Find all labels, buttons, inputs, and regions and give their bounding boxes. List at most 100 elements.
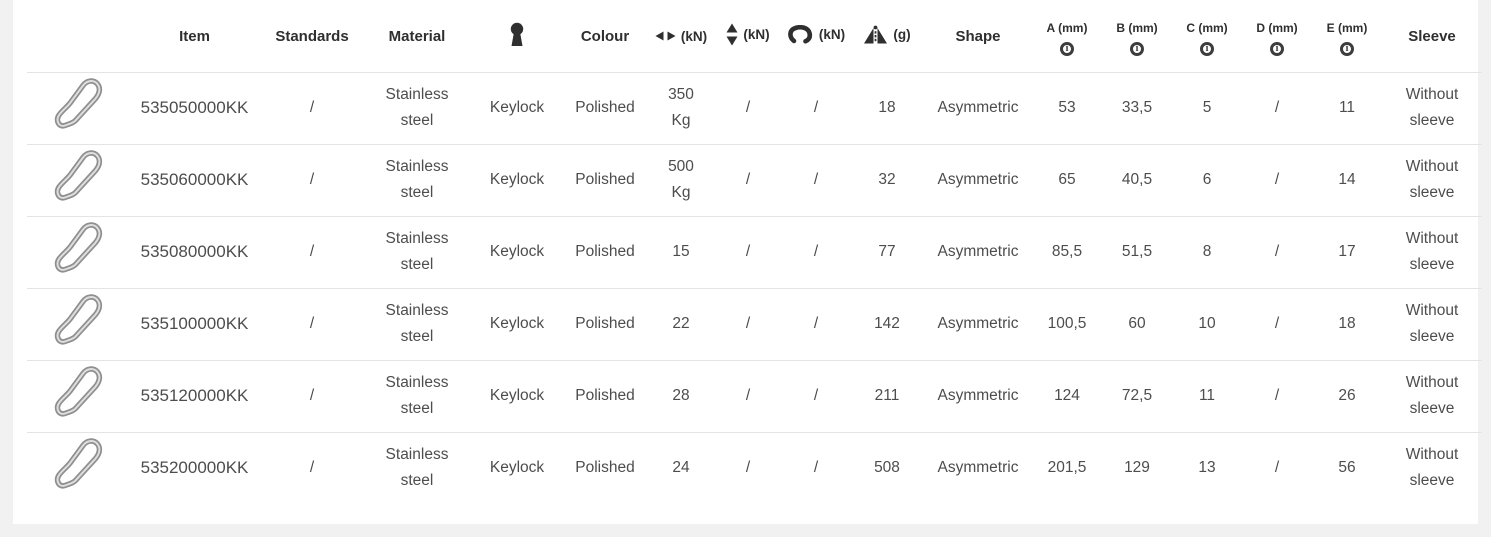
- carabiner-photo[interactable]: [45, 361, 117, 423]
- info-icon[interactable]: i: [1340, 42, 1354, 57]
- carabiner-photo[interactable]: [45, 217, 117, 279]
- carabiner-photo-svg: [54, 77, 103, 129]
- column-header-colour: Colour: [562, 2, 648, 72]
- cell-dim_a: 53: [1032, 72, 1102, 144]
- cell-dim_e: 18: [1312, 288, 1382, 360]
- cell-weight: 508: [850, 432, 924, 504]
- column-label: E (mm): [1326, 21, 1368, 36]
- cell-strength_minor-value: /: [745, 315, 751, 332]
- cell-dim_b: 72,5: [1102, 360, 1172, 432]
- cell-material: Stainless steel: [362, 432, 472, 504]
- cell-shape-value: Asymmetric: [937, 171, 1019, 188]
- cell-strength_gate_open: /: [782, 216, 850, 288]
- cell-dim_e-value: 26: [1338, 387, 1356, 404]
- cell-shape: Asymmetric: [924, 432, 1032, 504]
- info-icon[interactable]: i: [1130, 42, 1144, 57]
- cell-gate-value: Keylock: [489, 315, 545, 332]
- cell-sleeve-value: Without sleeve: [1405, 230, 1459, 273]
- cell-weight-value: 211: [874, 387, 900, 404]
- cell-item-value: 535100000KK: [140, 314, 249, 333]
- cell-material-value: Stainless steel: [385, 302, 449, 345]
- carabiner-photo-svg: [54, 149, 103, 201]
- cell-dim_d: /: [1242, 216, 1312, 288]
- unit-label-kn: (kN): [818, 27, 846, 43]
- carabiner-photo-svg: [54, 365, 103, 417]
- cell-weight-value: 142: [874, 315, 900, 332]
- column-header-standards: Standards: [262, 2, 362, 72]
- cell-strength_major-value: 15: [672, 243, 690, 260]
- table-row: 535100000KK / Stainless steel Keylock Polish…: [27, 288, 1482, 360]
- table-row: 535120000KK / Stainless steel Keylock Polish…: [27, 360, 1482, 432]
- cell-standards: /: [262, 216, 362, 288]
- cell-dim_e: 26: [1312, 360, 1382, 432]
- cell-strength_gate_open: /: [782, 144, 850, 216]
- cell-colour-value: Polished: [575, 459, 635, 476]
- column-header-strength-major: (kN): [648, 2, 714, 72]
- carabiner-photo[interactable]: [45, 145, 117, 207]
- cell-sleeve-value: Without sleeve: [1405, 86, 1459, 129]
- cell-dim_c: 11: [1172, 360, 1242, 432]
- info-icon[interactable]: i: [1200, 42, 1214, 57]
- cell-gate: Keylock: [472, 72, 562, 144]
- cell-dim_d-value: /: [1274, 171, 1280, 188]
- cell-dim_a: 100,5: [1032, 288, 1102, 360]
- cell-dim_e: 11: [1312, 72, 1382, 144]
- cell-dim_e-value: 56: [1338, 459, 1356, 476]
- cell-dim_a: 85,5: [1032, 216, 1102, 288]
- column-label: A (mm): [1046, 21, 1088, 36]
- carabiner-photo[interactable]: [45, 73, 117, 135]
- info-icon[interactable]: i: [1270, 42, 1284, 57]
- cell-strength_major-value: 350 Kg: [668, 86, 694, 129]
- unit-label-kn: (kN): [743, 27, 770, 43]
- cell-gate: Keylock: [472, 144, 562, 216]
- cell-dim_c-value: 6: [1202, 171, 1212, 188]
- cell-material-value: Stainless steel: [385, 374, 449, 417]
- carabiner-photo[interactable]: [45, 289, 117, 351]
- unit-label-g: (g): [893, 27, 911, 43]
- column-label: Shape: [955, 28, 1001, 46]
- cell-dim_b-value: 33,5: [1121, 99, 1153, 116]
- cell-sleeve: Without sleeve: [1382, 432, 1482, 504]
- product-spec-table: Item Standards Material Colour: [27, 2, 1482, 504]
- cell-standards: /: [262, 288, 362, 360]
- product-thumbnail-cell: [27, 216, 127, 288]
- column-header-item: Item: [127, 2, 262, 72]
- table-row: 535060000KK / Stainless steel Keylock Polish…: [27, 144, 1482, 216]
- cell-strength_major: 350 Kg: [648, 72, 714, 144]
- cell-dim_a-value: 65: [1058, 171, 1076, 188]
- cell-dim_a-value: 201,5: [1047, 459, 1087, 476]
- info-icon[interactable]: i: [1060, 42, 1074, 57]
- cell-material-value: Stainless steel: [385, 158, 449, 201]
- column-label: Sleeve: [1408, 28, 1456, 46]
- cell-dim_b-value: 40,5: [1121, 171, 1153, 188]
- cell-shape: Asymmetric: [924, 72, 1032, 144]
- column-label: Item: [179, 28, 210, 46]
- cell-dim_c-value: 10: [1198, 315, 1216, 332]
- cell-shape: Asymmetric: [924, 216, 1032, 288]
- column-header-sleeve: Sleeve: [1382, 2, 1482, 72]
- cell-dim_c: 5: [1172, 72, 1242, 144]
- cell-material-value: Stainless steel: [385, 86, 449, 129]
- keyhole-icon: [510, 22, 524, 46]
- cell-strength_minor-value: /: [745, 99, 751, 116]
- unit-label-kn: (kN): [680, 28, 708, 44]
- cell-sleeve: Without sleeve: [1382, 216, 1482, 288]
- cell-dim_d-value: /: [1274, 387, 1280, 404]
- cell-shape-value: Asymmetric: [937, 99, 1019, 116]
- cell-item: 535080000KK: [127, 216, 262, 288]
- cell-item: 535100000KK: [127, 288, 262, 360]
- column-header-dim-d: D (mm) i: [1242, 2, 1312, 72]
- cell-gate-value: Keylock: [489, 243, 545, 260]
- cell-strength_major: 22: [648, 288, 714, 360]
- cell-dim_d-value: /: [1274, 459, 1280, 476]
- cell-dim_c: 6: [1172, 144, 1242, 216]
- cell-dim_b: 60: [1102, 288, 1172, 360]
- column-header-material: Material: [362, 2, 472, 72]
- cell-dim_c-value: 8: [1202, 243, 1212, 260]
- cell-dim_b-value: 51,5: [1121, 243, 1153, 260]
- cell-strength_gate_open-value: /: [813, 99, 819, 116]
- carabiner-photo[interactable]: [45, 433, 117, 495]
- weight-icon: [864, 25, 888, 44]
- cell-gate: Keylock: [472, 432, 562, 504]
- cell-strength_gate_open-value: /: [813, 171, 819, 188]
